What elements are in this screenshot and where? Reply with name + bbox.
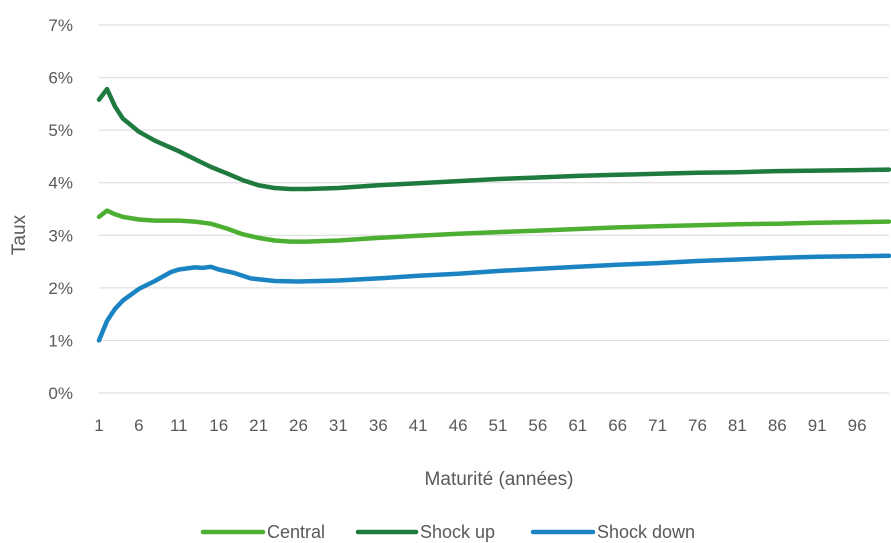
y-tick-label: 2% bbox=[48, 279, 73, 298]
legend-label-shock-down: Shock down bbox=[597, 522, 695, 542]
x-tick-label: 56 bbox=[528, 416, 547, 435]
x-tick-label: 46 bbox=[449, 416, 468, 435]
x-tick-label: 31 bbox=[329, 416, 348, 435]
x-tick-label: 26 bbox=[289, 416, 308, 435]
series-line-shock-down bbox=[96, 253, 891, 343]
x-tick-label: 1 bbox=[94, 416, 103, 435]
series-line-shock-up bbox=[96, 86, 891, 192]
x-tick-label: 41 bbox=[409, 416, 428, 435]
legend-label-shock-up: Shock up bbox=[420, 522, 495, 542]
y-tick-label: 7% bbox=[48, 16, 73, 35]
y-tick-label: 1% bbox=[48, 331, 73, 350]
gridlines bbox=[99, 24, 889, 394]
x-tick-label: 91 bbox=[808, 416, 827, 435]
x-tick-label: 16 bbox=[209, 416, 228, 435]
x-tick-label: 6 bbox=[134, 416, 143, 435]
y-axis-ticks: 0% 1% 2% 3% 4% 5% 6% 7% bbox=[48, 16, 73, 403]
y-tick-label: 3% bbox=[48, 226, 73, 245]
legend-label-central: Central bbox=[267, 522, 325, 542]
x-tick-label: 66 bbox=[608, 416, 627, 435]
legend: Central Shock up Shock down bbox=[200, 522, 695, 542]
x-tick-label: 96 bbox=[848, 416, 867, 435]
x-tick-label: 61 bbox=[568, 416, 587, 435]
x-tick-label: 81 bbox=[728, 416, 747, 435]
series-line-central bbox=[96, 208, 891, 244]
x-tick-label: 11 bbox=[170, 416, 188, 435]
y-tick-label: 6% bbox=[48, 69, 73, 88]
x-tick-label: 36 bbox=[369, 416, 388, 435]
x-tick-label: 86 bbox=[768, 416, 787, 435]
x-tick-label: 21 bbox=[249, 416, 268, 435]
x-tick-label: 51 bbox=[489, 416, 508, 435]
y-axis-title: Taux bbox=[9, 214, 30, 255]
x-axis-title: Maturité (années) bbox=[425, 469, 574, 490]
x-axis-ticks: 1 6 11 16 21 26 31 36 41 46 51 56 61 66 71 76 81 86 91 96 bbox=[94, 416, 866, 435]
y-tick-label: 4% bbox=[48, 174, 73, 193]
x-tick-label: 71 bbox=[648, 416, 667, 435]
y-tick-label: 0% bbox=[48, 384, 73, 403]
series-lines bbox=[96, 86, 891, 343]
x-tick-label: 76 bbox=[688, 416, 707, 435]
y-tick-label: 5% bbox=[48, 121, 73, 140]
